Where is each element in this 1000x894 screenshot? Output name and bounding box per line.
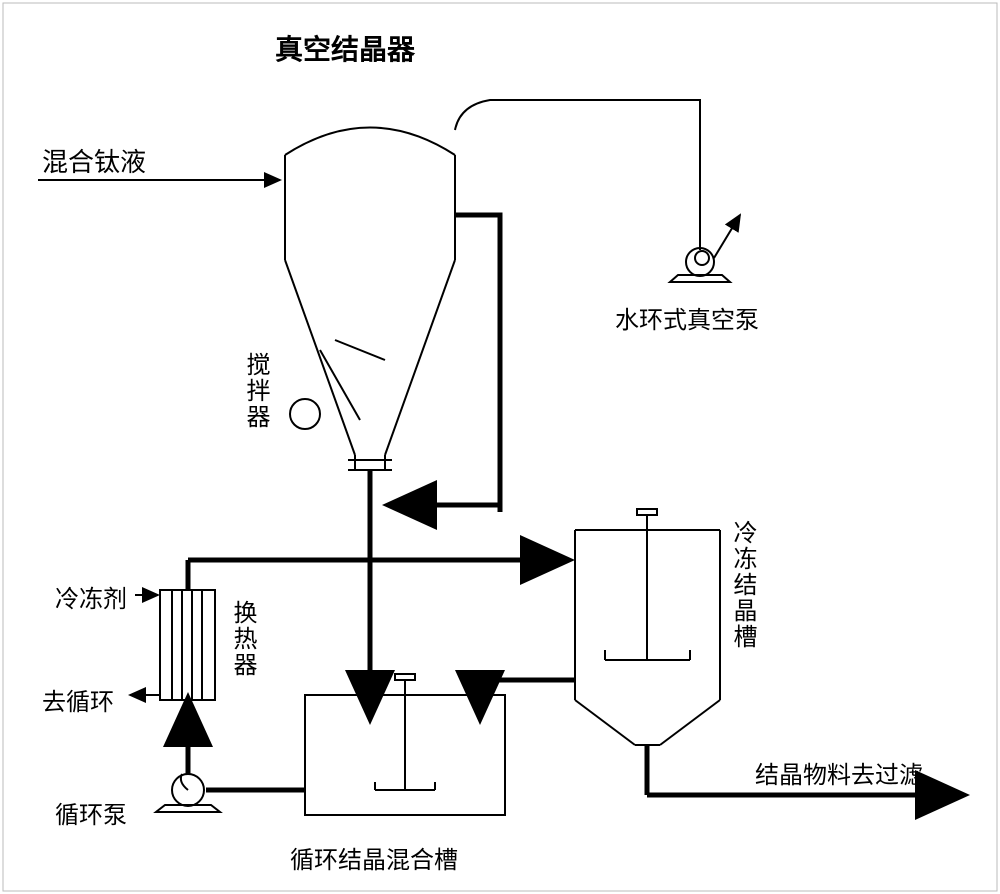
refrigerant-label: 冷冻剂: [55, 579, 127, 614]
feed-in-label: 混合钛液: [42, 142, 146, 179]
agitator-label: 搅拌器: [238, 352, 273, 430]
product-out-label: 结晶物料去过滤: [755, 755, 923, 790]
freeze-tank-label: 冷冻结晶槽: [725, 520, 760, 650]
circulation-pump-icon: [156, 774, 220, 812]
freeze-tank-node: [575, 509, 720, 745]
return-loop-label: 去循环: [42, 682, 114, 717]
circ-tank-label: 循环结晶混合槽: [290, 840, 458, 875]
vacuum-pump-icon: [670, 215, 740, 282]
exchanger-label: 换热器: [225, 600, 260, 678]
vapor-line: [455, 100, 700, 250]
vac-pump-label: 水环式真空泵: [615, 300, 759, 335]
title-label: 真空结晶器: [275, 28, 415, 68]
crystallizer-down-line: [255, 470, 370, 560]
vacuum-crystallizer-node: [285, 128, 455, 471]
circ-pump-label: 循环泵: [55, 795, 127, 830]
circ-mixing-tank-node: [305, 674, 505, 815]
agitator-icon: [290, 340, 385, 429]
heat-exchanger-node: [160, 590, 215, 700]
